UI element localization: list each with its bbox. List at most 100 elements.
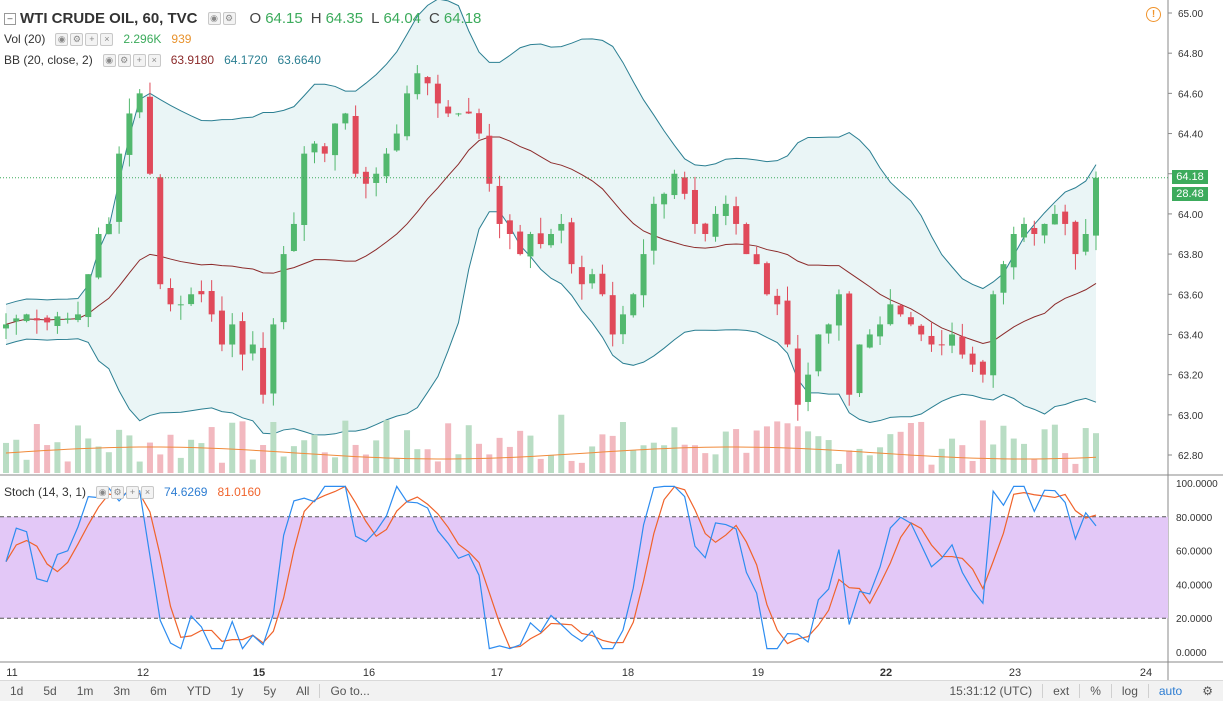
log-toggle[interactable]: log	[1121, 684, 1138, 698]
candle-body	[74, 314, 81, 321]
stoch-tick-label: 0.0000	[1176, 648, 1207, 659]
candle-body	[558, 223, 565, 231]
countdown-badge: 28.48	[1172, 187, 1208, 201]
stoch-d-line	[5, 485, 1097, 649]
volume-bar	[249, 459, 256, 473]
close-icon[interactable]: ×	[100, 32, 114, 46]
chart-canvas[interactable]: 65.0064.8064.6064.4064.2064.0063.8063.60…	[0, 0, 1223, 680]
close-icon[interactable]: ×	[147, 53, 161, 67]
candle-body	[465, 111, 472, 114]
legend-controls[interactable]: ◉ ⚙	[207, 12, 236, 25]
volume-bar	[537, 458, 544, 473]
candle-body	[784, 300, 791, 345]
range-6m[interactable]: 6m	[150, 684, 167, 698]
candle-body	[1041, 223, 1048, 236]
price-tick-label: 63.80	[1178, 250, 1203, 261]
volume-bar	[321, 452, 328, 473]
candle-body	[671, 173, 678, 196]
settings-icon[interactable]: ⚙	[70, 32, 84, 46]
volume-bar	[1093, 433, 1099, 473]
price-tick-label: 63.60	[1178, 290, 1203, 301]
volume-bar	[722, 431, 729, 473]
settings-icon[interactable]: ⚙	[111, 485, 125, 499]
stoch-tick-label: 100.0000	[1176, 479, 1218, 490]
volume-bar	[126, 435, 133, 473]
ext-toggle[interactable]: ext	[1053, 684, 1070, 698]
range-ytd[interactable]: YTD	[186, 684, 211, 698]
volume-bar	[691, 445, 698, 473]
volume-bar	[743, 452, 750, 473]
candle-body	[404, 93, 411, 137]
volume-bar	[54, 442, 61, 473]
utc-clock[interactable]: 15:31:12 (UTC)	[949, 684, 1033, 698]
volume-bar	[1031, 459, 1038, 473]
volume-bar	[44, 445, 51, 473]
volume-bar	[938, 448, 945, 473]
price-tick-label: 64.40	[1178, 130, 1203, 141]
range-1y[interactable]: 1y	[230, 684, 244, 698]
volume-bar	[64, 461, 71, 473]
candle-body	[877, 324, 884, 337]
divider	[1147, 684, 1149, 698]
volume-bar	[578, 462, 585, 473]
eye-icon[interactable]: ◉	[102, 53, 116, 67]
vol-controls[interactable]: ◉ ⚙ + ×	[55, 32, 114, 46]
volume-bar	[146, 442, 153, 473]
goto-button[interactable]: Go to...	[330, 684, 370, 698]
volume-bar	[362, 454, 369, 473]
volume-bar	[496, 437, 503, 473]
volume-bar	[1021, 443, 1028, 473]
candle-body	[373, 173, 380, 183]
eye-icon[interactable]: ◉	[207, 12, 221, 25]
candle-body	[434, 83, 441, 104]
candle-body	[311, 143, 318, 153]
range-1d[interactable]: 1d	[10, 684, 24, 698]
candle-body	[928, 335, 935, 345]
volume-bar	[599, 434, 606, 473]
volume-bar	[733, 429, 740, 473]
bb-legend: BB (20, close, 2) ◉ ⚙ + × 63.9180 64.1720 6…	[4, 53, 321, 67]
price-tick-label: 63.40	[1178, 330, 1203, 341]
stoch-label: Stoch (14, 3, 1)	[4, 485, 87, 499]
range-all[interactable]: All	[296, 684, 310, 698]
volume-bar	[640, 445, 647, 473]
stoch-legend: Stoch (14, 3, 1) ◉ ⚙ + × 74.6269 81.0160	[4, 485, 261, 499]
bollinger-upper-line	[5, 0, 1097, 305]
bb-upper-value: 64.1720	[224, 53, 268, 67]
range-1m[interactable]: 1m	[76, 684, 94, 698]
range-5d[interactable]: 5d	[43, 684, 57, 698]
candle-body	[1000, 264, 1007, 293]
range-3m[interactable]: 3m	[113, 684, 131, 698]
bb-controls[interactable]: ◉ ⚙ + ×	[102, 53, 161, 67]
auto-toggle[interactable]: auto	[1158, 684, 1183, 698]
add-icon[interactable]: +	[126, 485, 140, 499]
volume-bar	[455, 454, 462, 473]
collapse-icon[interactable]: –	[4, 12, 16, 25]
percent-toggle[interactable]: %	[1090, 684, 1101, 698]
add-icon[interactable]: +	[85, 32, 99, 46]
settings-icon[interactable]: ⚙	[222, 12, 236, 25]
volume-bar	[1041, 429, 1048, 473]
volume-bar	[619, 422, 626, 473]
ohlc-low: 64.04	[383, 10, 422, 27]
settings-icon[interactable]: ⚙	[117, 53, 131, 67]
divider	[1042, 684, 1044, 698]
candle-body	[959, 336, 966, 355]
candle-body	[825, 324, 832, 334]
eye-icon[interactable]: ◉	[96, 485, 110, 499]
candle-body	[208, 291, 215, 315]
add-icon[interactable]: +	[132, 53, 146, 67]
eye-icon[interactable]: ◉	[55, 32, 69, 46]
volume-bar	[794, 426, 801, 473]
volume-bar	[1010, 438, 1017, 473]
candle-body	[301, 153, 308, 226]
volume-bar	[33, 424, 40, 473]
candle-body	[589, 274, 596, 284]
range-5y[interactable]: 5y	[263, 684, 277, 698]
close-icon[interactable]: ×	[141, 485, 155, 499]
settings-gear-icon[interactable]: ⚙	[1202, 684, 1213, 698]
candle-body	[702, 223, 709, 234]
stoch-controls[interactable]: ◉ ⚙ + ×	[96, 485, 155, 499]
candle-body	[455, 113, 462, 115]
warning-icon[interactable]: !	[1146, 7, 1161, 22]
